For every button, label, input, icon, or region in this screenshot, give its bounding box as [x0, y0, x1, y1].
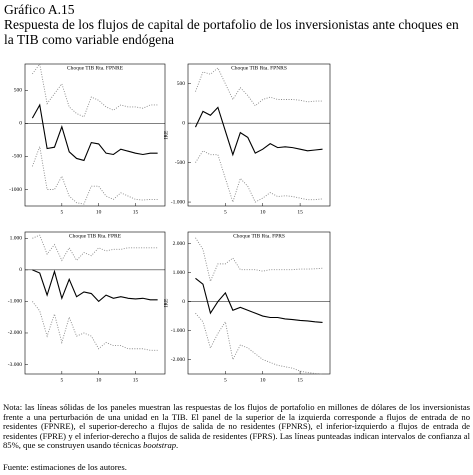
y-tick-label: 0 — [19, 121, 22, 127]
source: Fuente: estimaciones de los autores. — [3, 462, 127, 472]
response-line — [194, 106, 323, 157]
x-tick-label: 10 — [260, 377, 266, 383]
confidence-band-line — [31, 144, 158, 205]
confidence-band-line — [195, 237, 323, 283]
response-line — [32, 269, 158, 303]
confidence-band-line — [32, 301, 158, 351]
response-line — [31, 103, 158, 162]
chart-title: Choque TIB Rta. FPNRS — [231, 65, 287, 71]
confidence-band-line — [32, 62, 158, 118]
y-tick-label: 0 — [182, 120, 185, 126]
x-tick-label: 15 — [297, 209, 303, 215]
confidence-band-line — [32, 234, 158, 262]
chart: Choque TIB Rta. FPNRS IRE 500 0 -500 -1.000 5 1… — [163, 63, 331, 215]
chart-title: Choque TIB Rta. FPRE — [69, 233, 122, 239]
figure-label: Gráfico A.15 — [4, 2, 75, 17]
y-tick-label: -500 — [175, 160, 185, 166]
chart-title: Choque TIB Rta. FPRS — [233, 233, 285, 239]
response-line — [195, 277, 323, 323]
chart: Choque TIB Rta. FPRS IRE 2.000 1.000 0 -1.000… — [163, 231, 331, 383]
plot-frame — [187, 231, 331, 375]
chart: Choque TIB Rta. FPRE 1.000 0 -1.000 -2.000 -3… — [8, 231, 166, 383]
x-tick-label: 10 — [96, 377, 102, 383]
confidence-band-line — [195, 150, 323, 204]
x-tick-label: 15 — [133, 209, 139, 215]
note-text: Nota: las líneas sólidas de los paneles … — [3, 402, 470, 451]
plot-frame — [24, 63, 166, 207]
y-tick-label: -500 — [12, 154, 22, 160]
y-tick-label: 500 — [177, 81, 186, 87]
chart-title: Choque TIB Rta. FPNRE — [67, 65, 124, 71]
x-tick-label: 15 — [133, 377, 139, 383]
y-tick-label: -1000 — [9, 187, 22, 193]
x-tick-label: 5 — [60, 377, 63, 383]
y-tick-label: -3.000 — [8, 362, 22, 368]
x-tick-label: 10 — [96, 209, 102, 215]
figure-title: Respuesta de los flujos de capital de po… — [4, 17, 459, 47]
y-tick-label: 0 — [182, 299, 185, 305]
y-tick-label: -2.000 — [8, 330, 22, 336]
confidence-band-line — [195, 67, 323, 107]
y-axis-label: IRE — [163, 298, 169, 308]
x-tick-label: 15 — [297, 377, 303, 383]
y-tick-label: 1.000 — [173, 270, 186, 276]
plot-frame — [24, 231, 166, 375]
y-tick-label: 1.000 — [10, 236, 23, 242]
x-tick-label: 5 — [60, 209, 63, 215]
note-end: . — [176, 440, 179, 451]
y-tick-label: -1.000 — [171, 328, 185, 334]
x-tick-label: 5 — [224, 209, 227, 215]
plot-frame — [187, 63, 331, 207]
y-tick-label: -2.000 — [171, 357, 185, 363]
confidence-band-line — [195, 312, 323, 375]
y-axis-label: IRE — [163, 130, 169, 140]
x-tick-label: 5 — [224, 377, 227, 383]
note-italic: bootstrap — [143, 440, 177, 451]
chart: Choque TIB Rta. FPNRE 500 0 -500 -1000 5 10 15 — [9, 62, 166, 215]
y-tick-label: -1.000 — [171, 199, 185, 205]
note: Nota: las líneas sólidas de los paneles … — [3, 402, 470, 451]
y-tick-label: 0 — [19, 267, 22, 273]
x-tick-label: 10 — [260, 209, 266, 215]
figure-header: Gráfico A.15 Respuesta de los flujos de … — [4, 2, 470, 47]
y-tick-label: 2.000 — [173, 241, 186, 247]
y-tick-label: 500 — [14, 88, 23, 94]
y-tick-label: -1.000 — [8, 299, 22, 305]
